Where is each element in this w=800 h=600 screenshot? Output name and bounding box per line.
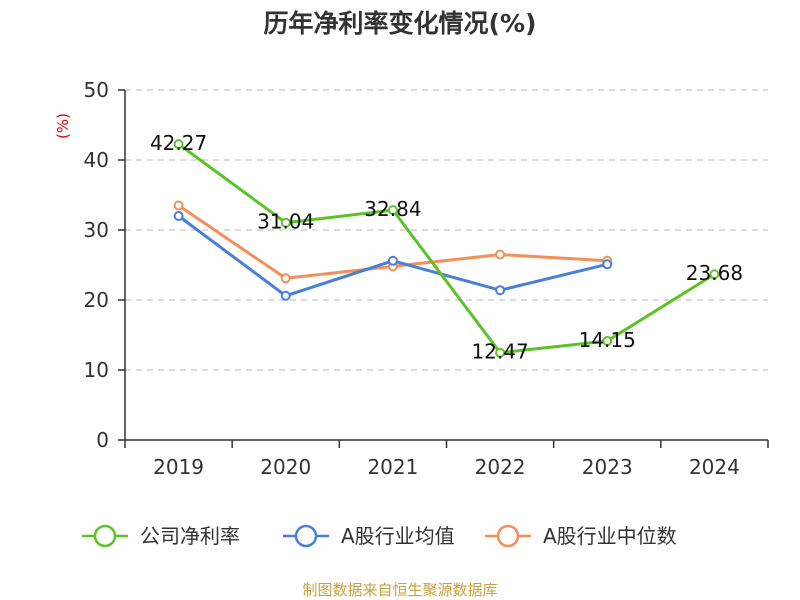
legend-label-2: A股行业中位数 <box>543 524 677 548</box>
y-tick-label: 10 <box>84 358 109 382</box>
series-point-2 <box>173 200 184 211</box>
x-tick-label: 2021 <box>367 455 418 479</box>
series-point-2 <box>280 273 291 284</box>
data-label: 42.27 <box>150 131 207 155</box>
series-point-0 <box>602 335 613 346</box>
y-tick-label: 50 <box>84 78 109 102</box>
legend-marker-2 <box>496 524 520 548</box>
series-point-0 <box>280 217 291 228</box>
y-tick-label: 20 <box>84 288 109 312</box>
data-label: 23.68 <box>686 261 743 285</box>
x-tick-label: 2024 <box>689 455 740 479</box>
x-tick-label: 2023 <box>582 455 633 479</box>
data-label: 14.15 <box>579 328 636 352</box>
legend-marker-0 <box>93 524 117 548</box>
series-point-1 <box>602 259 613 270</box>
y-tick-label: 0 <box>96 428 109 452</box>
series-point-1 <box>280 290 291 301</box>
grid-lines <box>125 89 768 371</box>
legend: 公司净利率 A股行业均值 A股行业中位数 <box>82 524 677 548</box>
axes: 0 10 20 30 40 50 2019 2020 2021 2022 2023 2024 <box>84 78 769 479</box>
series-point-1 <box>495 285 506 296</box>
series-point-1 <box>173 211 184 221</box>
chart-title: 历年净利率变化情况(%) <box>264 9 537 38</box>
source-note: 制图数据来自恒生聚源数据库 <box>302 581 497 599</box>
series-line-0 <box>177 142 716 355</box>
x-tick-label: 2020 <box>260 455 311 479</box>
series-point-1 <box>387 255 398 266</box>
data-label: 32.84 <box>364 197 421 221</box>
legend-label-0: 公司净利率 <box>140 524 240 548</box>
y-tick-label: 40 <box>84 148 109 172</box>
x-tick-label: 2019 <box>153 455 204 479</box>
series-point-0 <box>495 347 506 358</box>
y-tick-label: 30 <box>84 218 109 242</box>
legend-marker-1 <box>294 524 318 548</box>
data-label: 12.47 <box>471 340 528 364</box>
data-labels: 42.27 31.04 32.84 12.47 14.15 23.68 <box>150 131 743 364</box>
series-point-0 <box>173 139 184 150</box>
series-point-0 <box>709 269 720 280</box>
series-group <box>173 139 720 358</box>
y-axis-label: (%) <box>54 113 72 139</box>
series-point-2 <box>495 249 506 260</box>
data-label: 31.04 <box>257 210 314 234</box>
series-point-0 <box>387 205 398 216</box>
x-tick-label: 2022 <box>475 455 526 479</box>
legend-label-1: A股行业均值 <box>341 524 455 548</box>
